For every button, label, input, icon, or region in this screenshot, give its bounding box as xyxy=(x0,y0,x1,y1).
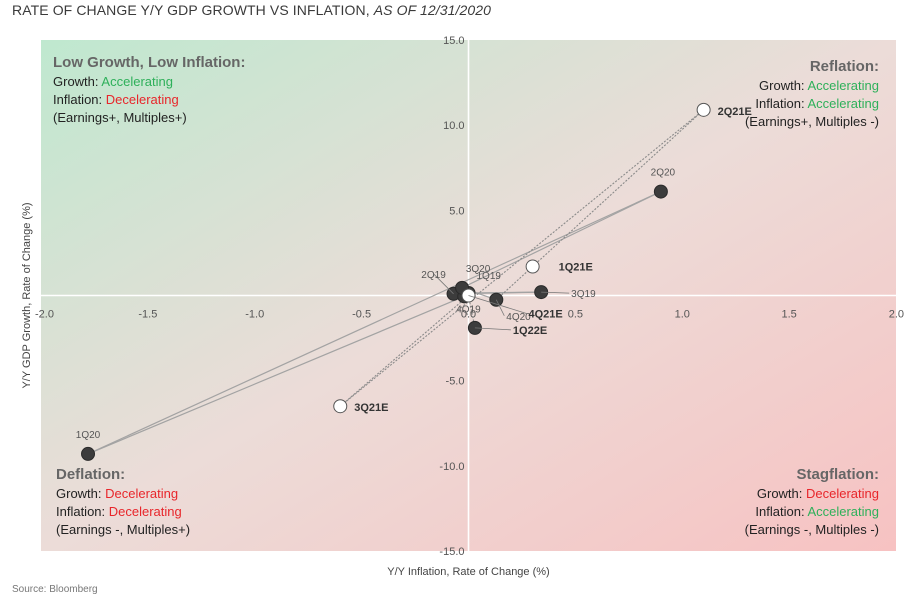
data-point-1q21e: 1Q21E xyxy=(525,259,593,274)
quadrant-labels: Low Growth, Low Inflation: Growth: Accele… xyxy=(53,54,879,537)
x-tick-label: -2.0 xyxy=(35,309,54,321)
data-point-3q21e: 3Q21E xyxy=(333,399,389,414)
label-leader xyxy=(433,273,454,295)
path-segment xyxy=(87,191,662,455)
chart-title-date: AS OF 12/31/2020 xyxy=(373,2,492,18)
chart-title-main: RATE OF CHANGE Y/Y GDP GROWTH VS INFLATI… xyxy=(12,2,370,18)
point-label: 2Q19 xyxy=(421,270,446,281)
y-tick-label: -15.0 xyxy=(439,546,464,558)
x-tick-label: -1.5 xyxy=(138,309,157,321)
data-point-2q20: 2Q20 xyxy=(651,168,676,199)
x-tick-label: -1.0 xyxy=(245,309,264,321)
inflation-line: Inflation: Decelerating xyxy=(53,92,179,107)
quadrant-top-left: Low Growth, Low Inflation: Growth: Accele… xyxy=(53,54,245,125)
point-label: 1Q19 xyxy=(477,271,502,282)
growth-line: Growth: Decelerating xyxy=(757,486,879,501)
axes: -2.0 -1.5 -1.0 -0.5 0.0 0.5 1.0 1.5 2.0-15.0-10.… xyxy=(21,35,904,578)
chart-title: RATE OF CHANGE Y/Y GDP GROWTH VS INFLATI… xyxy=(12,2,491,18)
point-label: 3Q19 xyxy=(571,289,596,300)
multiples-note: (Earnings+, Multiples+) xyxy=(53,110,187,125)
path-segment xyxy=(495,266,533,301)
y-tick-label: 15.0 xyxy=(443,35,464,47)
path-segment xyxy=(532,109,704,267)
quadrant-title: Stagflation: xyxy=(797,466,880,483)
multiples-note: (Earnings -, Multiples -) xyxy=(745,522,879,537)
path-segment xyxy=(339,295,469,407)
data-point-4q21e: 4Q21E xyxy=(461,288,563,321)
multiples-note: (Earnings -, Multiples+) xyxy=(56,522,190,537)
quadrant-title: Reflation: xyxy=(810,58,879,75)
quadrant-title: Deflation: xyxy=(56,466,125,483)
x-tick-label: 1.5 xyxy=(781,309,796,321)
point-label: 3Q21E xyxy=(354,402,388,414)
y-tick-label: 5.0 xyxy=(449,205,464,217)
data-point-3q19: 3Q19 xyxy=(534,285,596,300)
data-point-1q22e: 1Q22E xyxy=(467,320,547,337)
point-label: 3Q20 xyxy=(466,264,491,275)
y-tick-label: -10.0 xyxy=(439,461,464,473)
data-point-1q20: 1Q20 xyxy=(76,430,101,461)
point-marker xyxy=(333,399,348,414)
x-tick-label: 0.5 xyxy=(568,309,583,321)
y-tick-label: 10.0 xyxy=(443,120,464,132)
point-label: 4Q21E xyxy=(529,309,563,321)
x-tick-label: 2.0 xyxy=(889,309,904,321)
label-leader xyxy=(541,291,570,294)
label-leader xyxy=(495,299,505,316)
point-marker xyxy=(653,184,668,199)
point-label: 4Q20 xyxy=(506,312,531,323)
quadrant-top-right: Reflation: Growth: Accelerating Inflation:… xyxy=(745,58,879,129)
x-axis-title: Y/Y Inflation, Rate of Change (%) xyxy=(387,566,549,578)
point-label: 4Q19 xyxy=(456,304,481,315)
data-points: 1Q19 2Q19 3Q19 4Q19 1Q20 2Q20 3Q20 4Q20 1Q21E 2Q2… xyxy=(76,102,752,461)
inflation-line: Inflation: Accelerating xyxy=(755,96,879,111)
point-marker xyxy=(525,259,540,274)
y-axis-title: Y/Y GDP Growth, Rate of Change (%) xyxy=(21,202,33,388)
growth-line: Growth: Accelerating xyxy=(53,74,173,89)
inflation-line: Inflation: Decelerating xyxy=(56,504,182,519)
label-leader xyxy=(468,295,527,314)
quadrant-title: Low Growth, Low Inflation: xyxy=(53,54,245,71)
point-label: 1Q22E xyxy=(513,325,547,337)
point-label: 1Q20 xyxy=(76,430,101,441)
point-label: 1Q21E xyxy=(559,262,593,274)
y-tick-label: -5.0 xyxy=(446,376,465,388)
growth-line: Growth: Accelerating xyxy=(759,78,879,93)
point-label: 2Q20 xyxy=(651,168,676,179)
path-segment xyxy=(339,109,704,407)
label-leader xyxy=(474,327,511,331)
data-point-2q21e: 2Q21E xyxy=(696,102,752,118)
multiples-note: (Earnings+, Multiples -) xyxy=(745,114,879,129)
point-marker xyxy=(696,102,711,117)
inflation-line: Inflation: Accelerating xyxy=(755,504,879,519)
quadrant-bottom-left: Deflation: Growth: Decelerating Inflation:… xyxy=(56,466,190,537)
x-tick-label: -0.5 xyxy=(352,309,371,321)
growth-line: Growth: Decelerating xyxy=(56,486,178,501)
source-note: Source: Bloomberg xyxy=(12,584,98,595)
x-tick-label: 1.0 xyxy=(675,309,690,321)
quadrant-bottom-right: Stagflation: Growth: Decelerating Inflatio… xyxy=(745,466,879,537)
point-marker xyxy=(81,446,96,461)
path-segment xyxy=(87,295,465,455)
point-label: 2Q21E xyxy=(718,106,752,118)
